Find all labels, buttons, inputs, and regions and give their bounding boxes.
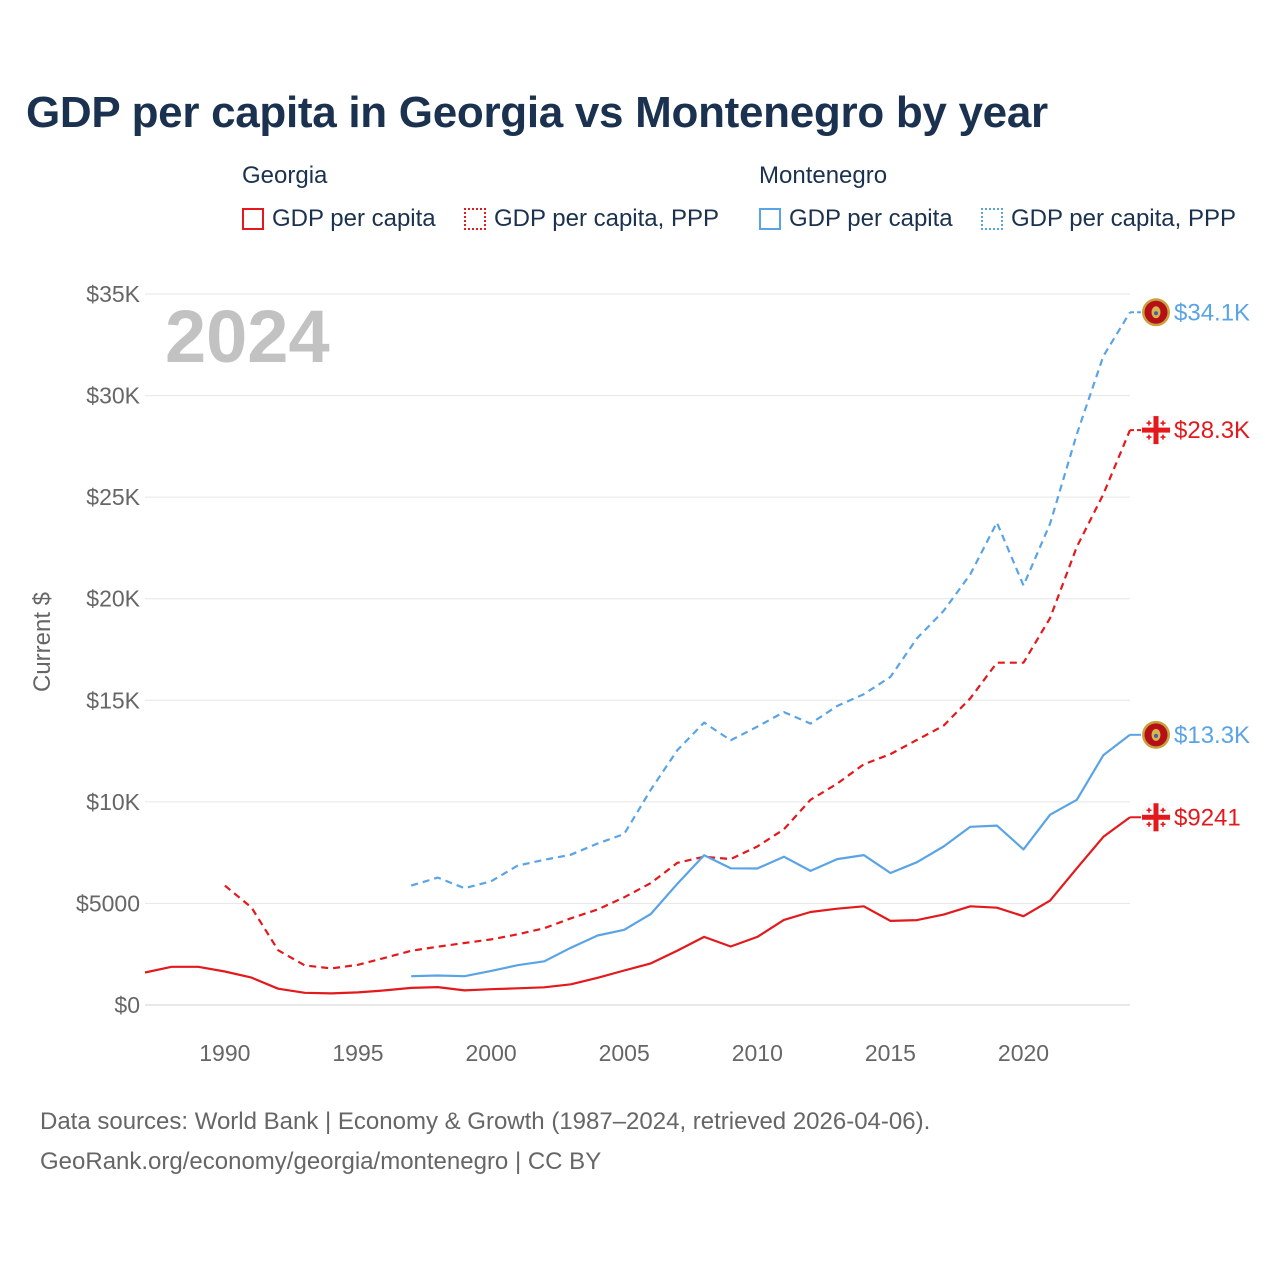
y-tick-label: $25K — [86, 484, 140, 510]
series-line-georgia-gdp — [144, 816, 1131, 995]
flag-small-cross — [1162, 420, 1164, 426]
legend-item-georgia-gdp[interactable]: GDP per capita — [242, 204, 436, 234]
source-line-1: Data sources: World Bank | Economy & Gro… — [40, 1108, 931, 1135]
legend-item-montenegro-ppp[interactable]: GDP per capita, PPP — [981, 204, 1236, 234]
y-tick-label: $15K — [86, 687, 140, 713]
legend-swatch-georgia-gdp — [242, 208, 264, 230]
legend-swatch-montenegro-gdp — [759, 208, 781, 230]
georgia-flag-icon — [1141, 415, 1171, 445]
x-tick-label: 2020 — [998, 1040, 1049, 1066]
montenegro-flag-icon — [1142, 298, 1170, 327]
x-tick-label: 2010 — [732, 1040, 783, 1066]
chart-title: GDP per capita in Georgia vs Montenegro … — [26, 88, 1048, 137]
y-tick-label: $5000 — [76, 890, 140, 916]
x-tick-label: 1995 — [332, 1040, 383, 1066]
georgia-flag-icon — [1141, 802, 1171, 832]
year-watermark: 2024 — [165, 295, 330, 378]
legend-title-montenegro: Montenegro — [759, 162, 888, 189]
source-line-2: GeoRank.org/economy/georgia/montenegro |… — [40, 1148, 602, 1175]
end-value-label: $9241 — [1174, 804, 1241, 831]
flag-small-cross — [1148, 420, 1150, 426]
flag-small-cross — [1148, 807, 1150, 813]
legend-label-georgia-gdp: GDP per capita — [272, 205, 436, 232]
x-tick-label: 2015 — [865, 1040, 916, 1066]
flag-small-cross — [1148, 821, 1150, 827]
x-tick-label: 2000 — [465, 1040, 516, 1066]
legend-swatch-montenegro-ppp — [981, 208, 1003, 230]
x-tick-label: 2005 — [599, 1040, 650, 1066]
legend-label-montenegro-gdp: GDP per capita — [789, 205, 953, 232]
legend-label-montenegro-ppp: GDP per capita, PPP — [1011, 205, 1236, 232]
legend-title-georgia: Georgia — [242, 162, 328, 189]
y-tick-label: $10K — [86, 789, 140, 815]
flag-small-cross — [1162, 434, 1164, 440]
flag-shield — [1154, 733, 1158, 738]
y-tick-label: $30K — [86, 383, 140, 409]
y-tick-label: $0 — [114, 992, 140, 1018]
flag-small-cross — [1162, 821, 1164, 827]
y-axis-title: Current $ — [29, 592, 56, 692]
montenegro-flag-icon — [1142, 720, 1170, 749]
flag-small-cross — [1148, 434, 1150, 440]
x-tick-label: 1990 — [199, 1040, 250, 1066]
series-line-georgia-ppp — [224, 429, 1132, 970]
series-line-montenegro-gdp — [411, 733, 1131, 978]
y-tick-label: $20K — [86, 586, 140, 612]
y-tick-label: $35K — [86, 281, 140, 307]
legend-swatch-georgia-ppp — [464, 208, 486, 230]
end-value-label: $13.3K — [1174, 722, 1250, 749]
legend-item-montenegro-gdp[interactable]: GDP per capita — [759, 204, 953, 234]
end-value-label: $28.3K — [1174, 417, 1250, 444]
flag-small-cross — [1162, 807, 1164, 813]
flag-cross-v — [1153, 416, 1159, 445]
legend-label-georgia-ppp: GDP per capita, PPP — [494, 205, 719, 232]
end-value-label: $34.1K — [1174, 299, 1250, 326]
flag-cross-v — [1153, 803, 1159, 832]
legend-item-georgia-ppp[interactable]: GDP per capita, PPP — [464, 204, 719, 234]
flag-shield — [1154, 311, 1158, 316]
